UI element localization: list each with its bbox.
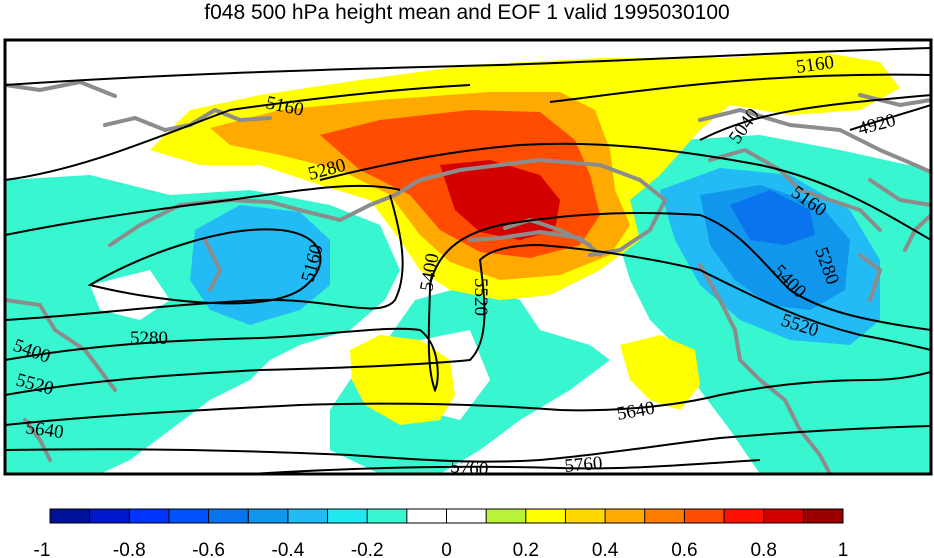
colorbar-tick-label: -0.6 <box>192 540 225 558</box>
map-title: f048 500 hPa height mean and EOF 1 valid… <box>204 1 730 24</box>
colorbar-tick-label: -1 <box>34 540 51 558</box>
yellow-patch-east <box>620 335 700 410</box>
blue-core-east-deep <box>730 190 815 245</box>
colorbar-swatch <box>446 509 487 523</box>
colorbar-swatch <box>248 509 289 523</box>
map-field: 5160 5160 5040 4920 5280 5160 5160 5280 … <box>5 40 931 480</box>
colorbar-swatch <box>89 509 130 523</box>
colorbar-swatch <box>724 509 765 523</box>
colorbar-swatch <box>684 509 725 523</box>
colorbar-tick-label: -0.4 <box>272 540 305 558</box>
contour-label: 5640 <box>24 417 65 443</box>
colorbar-labels: -1 -0.8 -0.6 -0.4 -0.2 0 0.2 0.4 0.6 0.8 1 <box>34 540 849 558</box>
colorbar-swatch <box>525 509 566 523</box>
colorbar-swatch <box>50 509 91 523</box>
colorbar-swatch <box>406 509 447 523</box>
colorbar-tick-label: 0.6 <box>671 540 697 558</box>
colorbar-swatch <box>168 509 210 523</box>
colorbar-tick-label: 0.4 <box>592 540 619 558</box>
colorbar-tick-label: -0.2 <box>351 540 384 558</box>
colorbar-tick-label: -0.8 <box>113 540 146 558</box>
colorbar-swatch <box>803 509 844 523</box>
colorbar-tick-label: 0 <box>441 540 452 558</box>
colorbar-tick-label: 1 <box>838 540 849 558</box>
colorbar-swatch <box>287 509 329 523</box>
contour-label: 5280 <box>130 328 168 349</box>
colorbar-swatch <box>763 509 804 523</box>
colorbar-swatch <box>605 509 646 523</box>
colorbar-swatch <box>208 509 249 523</box>
colorbar-swatch <box>644 509 685 523</box>
height-contours <box>5 47 931 474</box>
colorbar-swatch <box>129 509 170 523</box>
colorbar-tick-label: 0.8 <box>750 540 776 558</box>
contour-label: 5760 <box>564 453 604 477</box>
colorbar-swatch <box>565 509 606 523</box>
colorbar-tick-label: 0.2 <box>513 540 539 558</box>
colorbar-frame <box>49 508 844 524</box>
colorbar-swatch <box>327 509 368 523</box>
contour-label: 5760 <box>450 456 490 480</box>
map-frame <box>3 38 933 476</box>
contour-label: 5160 <box>795 52 836 78</box>
colorbar <box>49 508 844 524</box>
blue-core-west <box>190 205 330 325</box>
colorbar-swatch <box>367 509 408 523</box>
colorbar-swatch <box>486 509 527 523</box>
contour-label: 5520 <box>470 278 491 316</box>
